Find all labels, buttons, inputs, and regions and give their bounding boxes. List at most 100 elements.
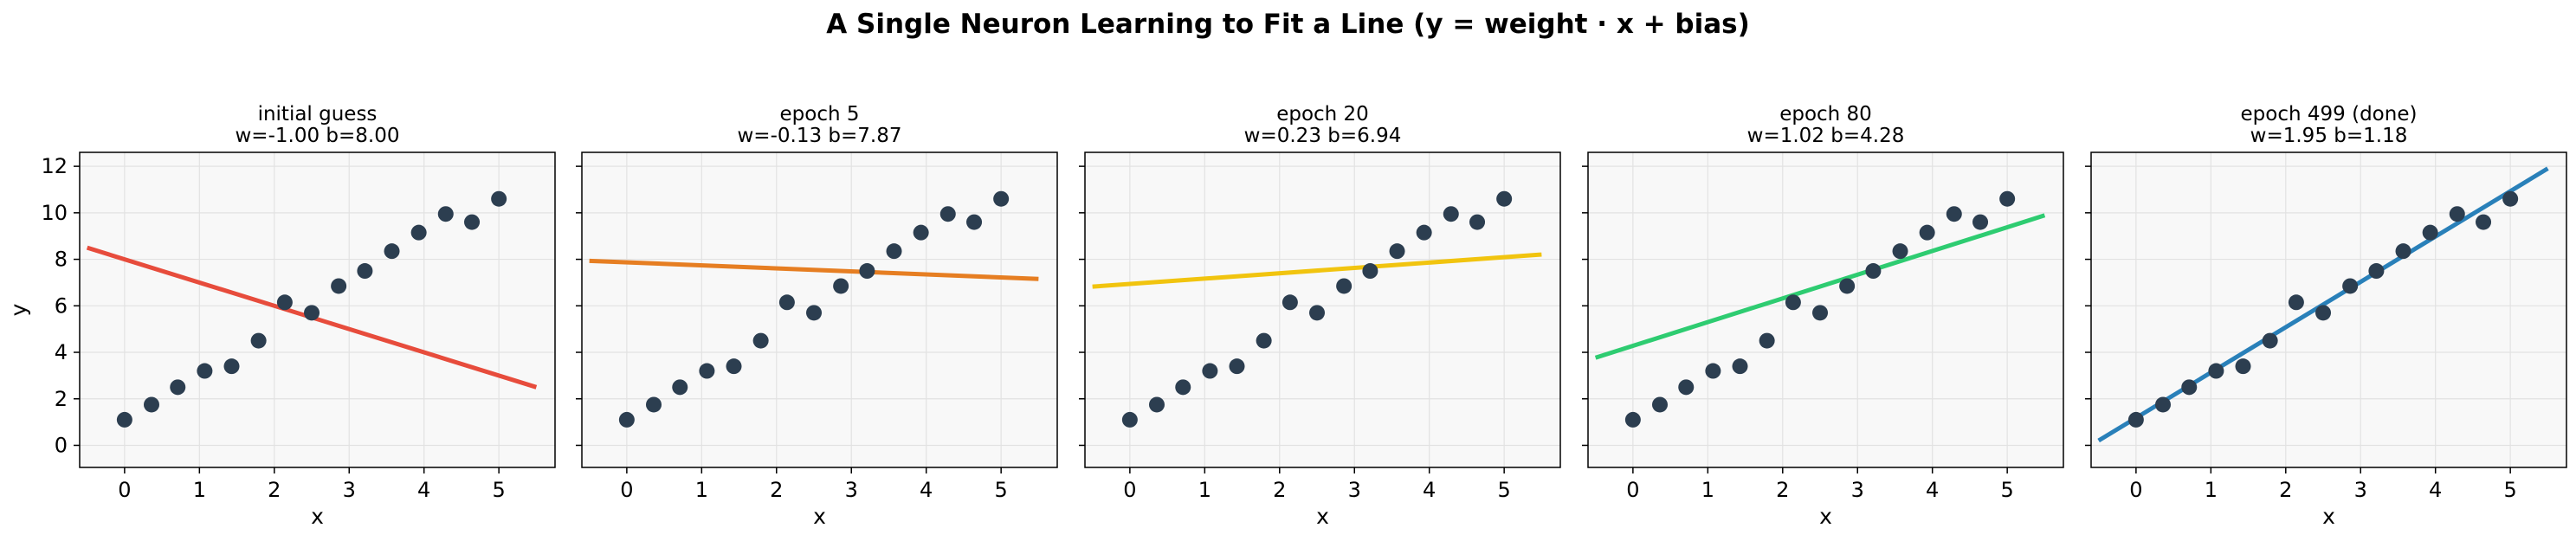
data-point xyxy=(1416,224,1432,241)
x-tick-label: 4 xyxy=(417,478,430,502)
fit-line xyxy=(589,258,1039,281)
x-tick-label: 4 xyxy=(1423,478,1436,502)
x-tick-label: 1 xyxy=(2205,478,2218,502)
x-tick-label: 2 xyxy=(1776,478,1789,502)
data-point xyxy=(1865,263,1882,280)
data-point xyxy=(913,224,929,241)
data-point xyxy=(2502,190,2519,207)
x-axis-label: x xyxy=(1316,504,1329,529)
data-point xyxy=(2154,396,2171,413)
subplot-4: 0 1 2 3 4 5 x epoch 80w=1.02 b=4.28 xyxy=(1582,103,2064,529)
x-axis-label: x xyxy=(1819,504,1832,529)
data-point xyxy=(1256,332,1272,349)
x-tick-label: 4 xyxy=(920,478,933,502)
data-point xyxy=(886,243,902,260)
data-point xyxy=(1812,305,1829,321)
panel-title-line2: w=-0.13 b=7.87 xyxy=(738,125,902,147)
data-point xyxy=(357,263,373,280)
fit-line xyxy=(2097,166,2549,443)
subplot-2: 0 1 2 3 4 5 x epoch 5w=-0.13 b=7.87 xyxy=(576,103,1058,529)
x-tick-label: 5 xyxy=(493,478,506,502)
data-point xyxy=(464,214,481,230)
data-point xyxy=(645,396,662,413)
x-tick-label: 5 xyxy=(995,478,1008,502)
data-point xyxy=(2288,294,2304,311)
data-point xyxy=(116,411,132,428)
data-point xyxy=(1362,263,1378,280)
x-tick-label: 0 xyxy=(118,478,131,502)
x-tick-label: 1 xyxy=(193,478,206,502)
data-point xyxy=(491,190,507,207)
axes-frame xyxy=(1084,151,1561,468)
x-tick-label: 3 xyxy=(2354,478,2367,502)
data-point xyxy=(1624,411,1641,428)
axes-frame xyxy=(2090,151,2567,468)
x-tick-label: 2 xyxy=(1273,478,1286,502)
data-point xyxy=(1759,332,1775,349)
data-point xyxy=(1732,358,1748,375)
panel-title-line1: epoch 5 xyxy=(780,103,860,126)
data-point xyxy=(1175,379,1191,396)
data-point xyxy=(726,358,742,375)
data-point xyxy=(833,278,849,294)
data-point xyxy=(1229,358,1245,375)
data-point xyxy=(1202,363,1218,379)
x-tick-label: 4 xyxy=(2429,478,2442,502)
data-point xyxy=(1839,278,1856,294)
data-point xyxy=(939,206,956,222)
data-point xyxy=(276,294,293,311)
x-tick-label: 1 xyxy=(1198,478,1211,502)
data-point xyxy=(1121,411,1138,428)
data-point xyxy=(331,278,347,294)
data-point xyxy=(170,379,186,396)
data-point xyxy=(699,363,715,379)
x-tick-label: 3 xyxy=(343,478,356,502)
data-point xyxy=(1705,363,1721,379)
panel-title-line2: w=0.23 b=6.94 xyxy=(1244,125,1402,147)
data-point xyxy=(2235,358,2251,375)
data-point xyxy=(410,224,427,241)
axes-frame xyxy=(1587,151,2064,468)
data-point xyxy=(250,332,267,349)
y-tick-label: 4 xyxy=(55,340,68,364)
data-point xyxy=(806,305,823,321)
data-point xyxy=(2262,332,2278,349)
data-point xyxy=(672,379,688,396)
x-tick-label: 1 xyxy=(1701,478,1714,502)
y-tick-label: 8 xyxy=(55,248,68,272)
x-tick-label: 5 xyxy=(1498,478,1511,502)
data-point xyxy=(618,411,635,428)
data-point xyxy=(1651,396,1668,413)
data-point xyxy=(993,190,1010,207)
data-point xyxy=(1972,214,1989,230)
figure-title: A Single Neuron Learning to Fit a Line (… xyxy=(826,9,1750,40)
data-point xyxy=(1336,278,1353,294)
x-tick-label: 3 xyxy=(1348,478,1361,502)
x-tick-label: 1 xyxy=(695,478,708,502)
x-axis-label: x xyxy=(813,504,826,529)
data-point xyxy=(384,243,400,260)
data-point xyxy=(2449,206,2465,222)
panel-title-line1: epoch 80 xyxy=(1779,103,1872,126)
axes-frame xyxy=(581,151,1058,468)
data-point xyxy=(1999,190,2016,207)
x-tick-label: 3 xyxy=(845,478,858,502)
data-point xyxy=(752,332,769,349)
data-point xyxy=(1785,294,1801,311)
data-point xyxy=(1282,294,1298,311)
y-tick-label: 0 xyxy=(55,433,68,457)
data-point xyxy=(1309,305,1326,321)
data-point xyxy=(1892,243,1908,260)
data-point xyxy=(2422,224,2438,241)
data-point xyxy=(1496,190,1513,207)
subplot-3: 0 1 2 3 4 5 x epoch 20w=0.23 b=6.94 xyxy=(1079,103,1561,529)
data-point xyxy=(1946,206,1962,222)
data-point xyxy=(223,358,240,375)
subplot-5: 0 1 2 3 4 5 x epoch 499 (done)w=1.95 b=1.18 xyxy=(2085,103,2567,529)
data-point xyxy=(304,305,320,321)
x-tick-label: 0 xyxy=(620,478,633,502)
y-tick-label: 10 xyxy=(41,201,68,225)
x-tick-label: 0 xyxy=(2129,478,2142,502)
